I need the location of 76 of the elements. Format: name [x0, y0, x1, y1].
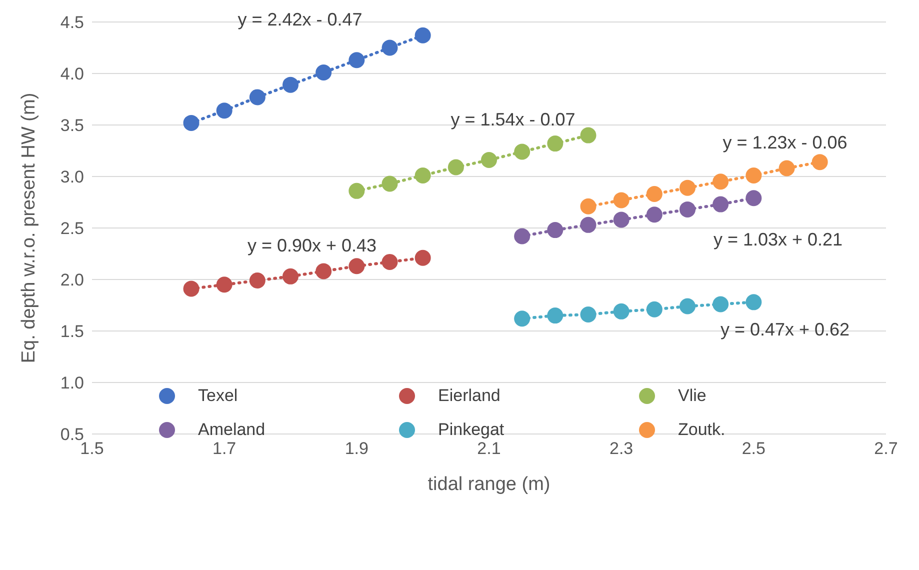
annotation: y = 1.23x - 0.06 [722, 132, 848, 154]
x-tick-label: 1.9 [344, 439, 368, 458]
annotation: y = 0.90x + 0.43 [247, 236, 377, 256]
point [414, 250, 431, 266]
point [249, 89, 266, 106]
x-tick-label: 2.7 [874, 439, 898, 458]
y-tick-label: 2.0 [60, 270, 84, 290]
point [514, 310, 530, 327]
point [613, 303, 630, 320]
legend-label: Vlie [678, 386, 706, 406]
point [712, 174, 729, 190]
point [282, 268, 298, 284]
point [382, 254, 398, 270]
point [547, 308, 564, 324]
x-axis-title: tidal range (m) [428, 474, 550, 495]
point [680, 180, 696, 196]
point [514, 228, 530, 244]
point [216, 276, 232, 293]
annotation: y = 1.03x + 0.21 [713, 230, 843, 250]
point [216, 102, 232, 119]
x-tick-label: 1.7 [212, 439, 236, 458]
point [580, 198, 596, 214]
point [646, 301, 662, 318]
legend-label: Pinkegat [438, 420, 504, 440]
point [481, 152, 497, 168]
point [348, 52, 365, 68]
point [613, 192, 630, 208]
point [316, 64, 332, 80]
point [746, 294, 762, 310]
point [580, 127, 596, 144]
point [680, 201, 696, 218]
y-tick-label: 3.5 [60, 116, 84, 136]
legend-label: Zoutk. [678, 420, 726, 440]
x-tick-label: 2.1 [477, 439, 501, 458]
point [580, 306, 596, 323]
point [348, 182, 365, 199]
point [646, 206, 662, 223]
point [183, 114, 200, 131]
x-tick-label: 2.3 [610, 439, 634, 458]
point [382, 176, 398, 192]
legend-label: Eierland [438, 386, 500, 406]
y-tick-label: 2.5 [60, 219, 84, 238]
point [812, 154, 828, 170]
point [646, 186, 662, 202]
point [514, 144, 530, 160]
point [547, 222, 564, 238]
point [382, 40, 398, 56]
point [282, 76, 298, 93]
point [249, 272, 266, 289]
point [414, 27, 431, 44]
point [712, 196, 729, 212]
x-tick-label: 2.5 [742, 439, 766, 458]
point [183, 280, 200, 297]
point [348, 258, 365, 274]
point [414, 167, 431, 184]
annotation: y = 2.42x - 0.47 [238, 10, 362, 30]
y-tick-label: 1.0 [60, 374, 84, 393]
point [547, 136, 564, 152]
point [613, 212, 630, 228]
point [712, 296, 729, 312]
legend-label: Ameland [198, 420, 266, 440]
annotation: y = 0.47x + 0.62 [720, 320, 850, 340]
y-tick-label: 4.5 [60, 13, 84, 32]
point [448, 159, 464, 176]
point [778, 160, 795, 176]
point [316, 263, 332, 280]
point [580, 216, 596, 233]
y-axis-title: Eq. depth w.r.o. present HW (m) [18, 92, 40, 364]
point [746, 167, 762, 184]
annotation: y = 1.54x - 0.07 [450, 110, 576, 130]
point [746, 190, 762, 206]
y-tick-label: 3.0 [60, 168, 84, 187]
y-tick-label: 4.0 [60, 64, 84, 84]
point [680, 298, 696, 314]
legend-label: Texel [198, 386, 238, 406]
y-tick-label: 1.5 [60, 322, 84, 342]
